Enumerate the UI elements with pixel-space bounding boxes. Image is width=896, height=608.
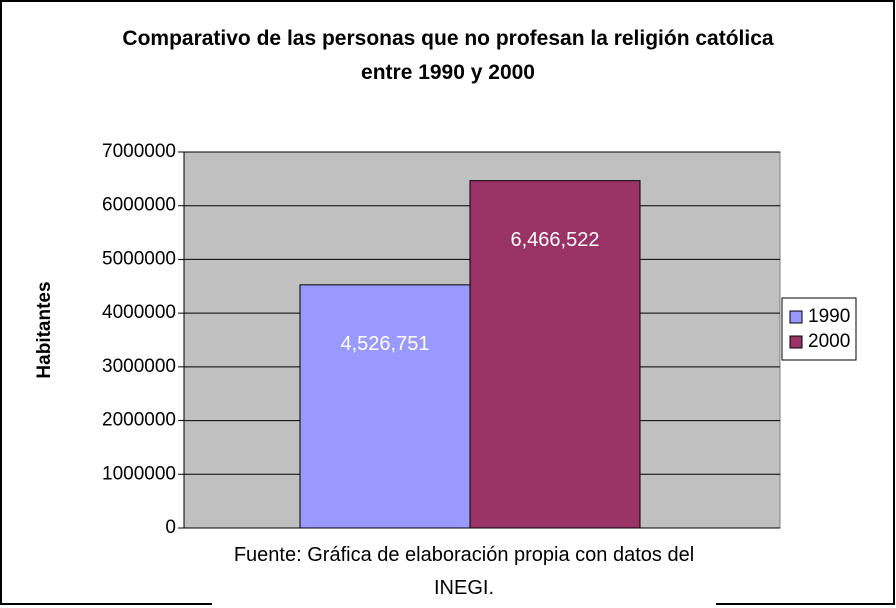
y-tick-label: 4000000 <box>102 302 176 323</box>
y-tick-label: 5000000 <box>102 248 176 269</box>
y-tick-label: 7000000 <box>102 141 176 162</box>
legend-label: 1990 <box>808 306 850 327</box>
y-tick-label: 1000000 <box>102 463 176 484</box>
legend-swatch <box>789 335 803 349</box>
y-axis-label: Habitantes <box>34 281 55 378</box>
bar <box>469 180 641 529</box>
value-label: 6,466,522 <box>511 229 600 251</box>
bar <box>299 284 471 529</box>
y-tick-label: 0 <box>165 517 176 538</box>
legend-label: 2000 <box>808 331 850 352</box>
y-tick-label: 6000000 <box>102 195 176 216</box>
caption: Fuente: Gráfica de elaboración propia co… <box>212 539 716 608</box>
y-tick-label: 3000000 <box>102 356 176 377</box>
legend-box <box>781 297 857 361</box>
y-tick-label: 2000000 <box>102 410 176 431</box>
value-label: 4,526,751 <box>341 333 430 355</box>
chart-title: Comparativo de las personas que no profe… <box>122 27 774 84</box>
legend-swatch <box>789 310 803 324</box>
